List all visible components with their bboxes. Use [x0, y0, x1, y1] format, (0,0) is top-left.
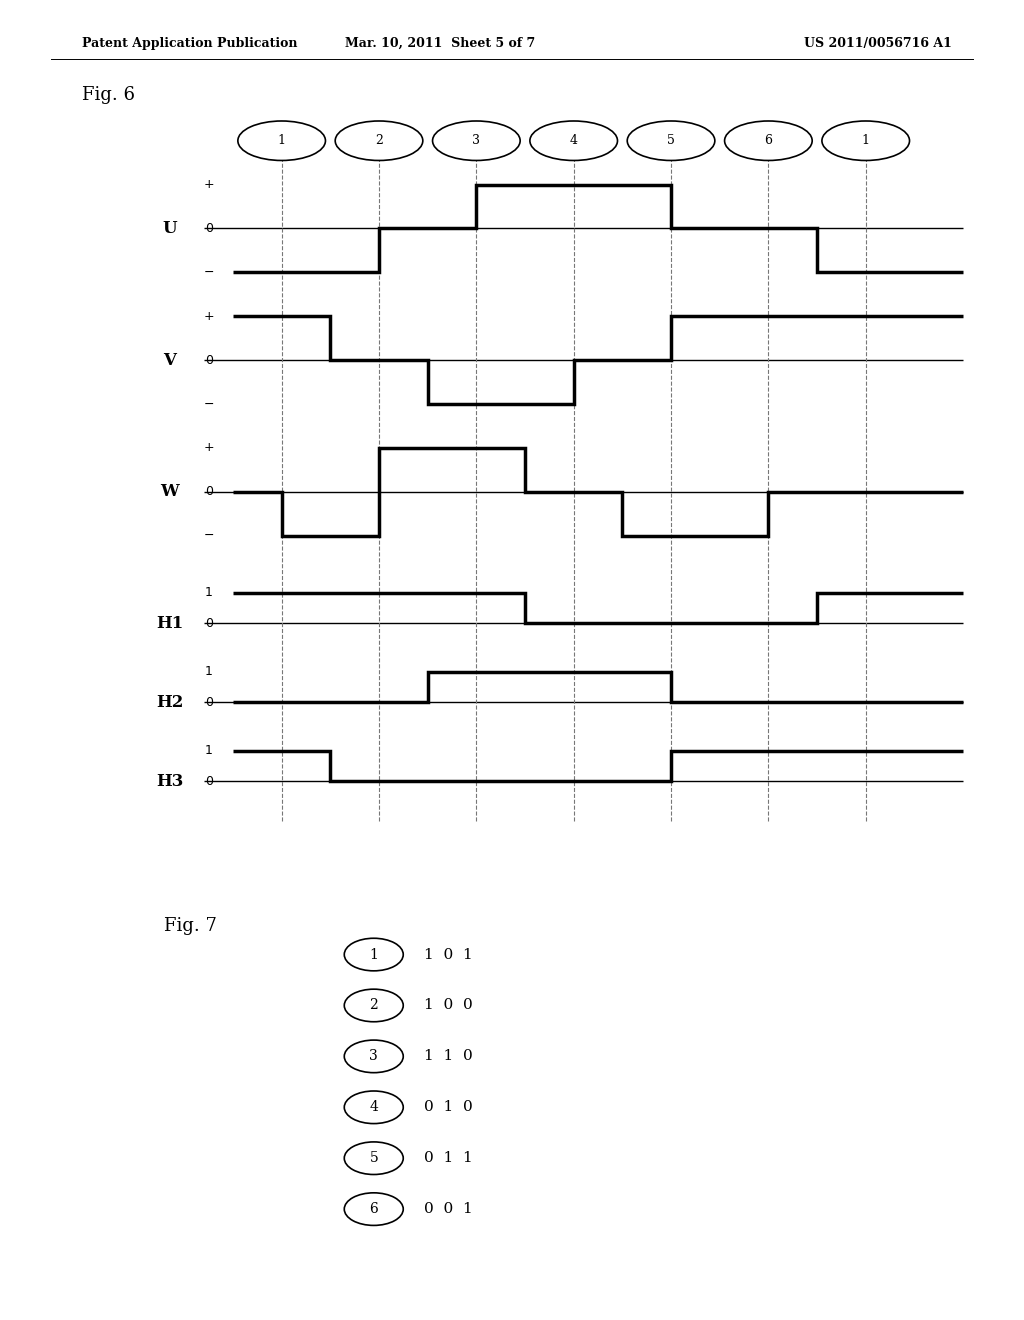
Text: 5: 5 — [370, 1151, 378, 1166]
Text: 1  0  0: 1 0 0 — [425, 998, 473, 1012]
Circle shape — [344, 939, 403, 970]
Text: 3: 3 — [370, 1049, 378, 1064]
Text: 4: 4 — [569, 135, 578, 148]
Text: 3: 3 — [472, 135, 480, 148]
Circle shape — [344, 1142, 403, 1175]
Text: Mar. 10, 2011  Sheet 5 of 7: Mar. 10, 2011 Sheet 5 of 7 — [345, 37, 536, 50]
Text: 0: 0 — [205, 222, 213, 235]
Circle shape — [529, 121, 617, 161]
Text: H1: H1 — [156, 615, 183, 632]
Text: US 2011/0056716 A1: US 2011/0056716 A1 — [805, 37, 952, 50]
Circle shape — [822, 121, 909, 161]
Text: 1: 1 — [205, 586, 213, 599]
Text: 0: 0 — [205, 616, 213, 630]
Text: V: V — [163, 351, 176, 368]
Text: 0  0  1: 0 0 1 — [425, 1203, 473, 1216]
Text: +: + — [204, 178, 214, 191]
Text: 1: 1 — [205, 665, 213, 678]
Circle shape — [344, 1092, 403, 1123]
Text: 4: 4 — [370, 1101, 378, 1114]
Text: Fig. 7: Fig. 7 — [164, 917, 217, 936]
Text: 1: 1 — [205, 744, 213, 756]
Text: Fig. 6: Fig. 6 — [82, 86, 135, 104]
Text: −: − — [204, 265, 214, 279]
Circle shape — [725, 121, 812, 161]
Text: 1: 1 — [862, 135, 869, 148]
Text: 0  1  1: 0 1 1 — [425, 1151, 473, 1166]
Text: W: W — [161, 483, 179, 500]
Circle shape — [238, 121, 326, 161]
Text: 2: 2 — [375, 135, 383, 148]
Text: H2: H2 — [156, 694, 183, 710]
Text: 6: 6 — [764, 135, 772, 148]
Text: U: U — [163, 220, 177, 238]
Text: 6: 6 — [370, 1203, 378, 1216]
Text: 0: 0 — [205, 775, 213, 788]
Text: 1  1  0: 1 1 0 — [425, 1049, 473, 1064]
Text: 0: 0 — [205, 354, 213, 367]
Circle shape — [344, 989, 403, 1022]
Text: Patent Application Publication: Patent Application Publication — [82, 37, 297, 50]
Text: −: − — [204, 397, 214, 411]
Circle shape — [344, 1040, 403, 1073]
Circle shape — [344, 1193, 403, 1225]
Circle shape — [628, 121, 715, 161]
Text: +: + — [204, 441, 214, 454]
Text: 0: 0 — [205, 696, 213, 709]
Circle shape — [432, 121, 520, 161]
Text: 2: 2 — [370, 998, 378, 1012]
Text: 1: 1 — [370, 948, 378, 961]
Text: −: − — [204, 529, 214, 543]
Text: H3: H3 — [156, 772, 183, 789]
Text: +: + — [204, 310, 214, 322]
Text: 0: 0 — [205, 486, 213, 498]
Text: 1  0  1: 1 0 1 — [425, 948, 473, 961]
Text: 0  1  0: 0 1 0 — [425, 1101, 473, 1114]
Text: 5: 5 — [667, 135, 675, 148]
Circle shape — [335, 121, 423, 161]
Text: 1: 1 — [278, 135, 286, 148]
